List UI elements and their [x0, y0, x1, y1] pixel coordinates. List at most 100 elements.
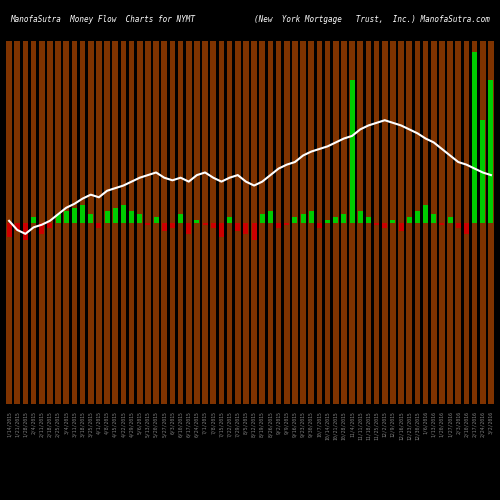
Bar — [218, 40, 224, 405]
Bar — [316, 40, 322, 405]
Bar — [80, 40, 86, 405]
Bar — [480, 120, 485, 222]
Bar — [488, 80, 494, 223]
Bar — [64, 211, 68, 222]
Bar — [464, 40, 469, 405]
Bar — [325, 220, 330, 222]
Bar — [333, 40, 338, 405]
Bar — [488, 40, 494, 405]
Bar — [40, 222, 44, 234]
Bar — [15, 222, 20, 231]
Bar — [350, 80, 354, 223]
Bar — [300, 40, 306, 405]
Bar — [456, 40, 461, 405]
Bar — [268, 40, 274, 405]
Bar — [464, 222, 469, 234]
Bar — [202, 222, 207, 226]
Bar — [39, 40, 44, 405]
Bar — [448, 217, 452, 222]
Bar — [406, 40, 412, 405]
Bar — [202, 40, 208, 405]
Bar — [398, 40, 404, 405]
Bar — [194, 40, 200, 405]
Bar — [112, 40, 118, 405]
Bar — [104, 211, 110, 222]
Bar — [30, 40, 36, 405]
Bar — [252, 222, 256, 240]
Bar — [22, 40, 28, 405]
Bar — [407, 217, 412, 222]
Bar — [382, 40, 388, 405]
Bar — [300, 214, 306, 222]
Bar — [276, 40, 281, 405]
Bar — [162, 40, 167, 405]
Bar — [227, 217, 232, 222]
Bar — [251, 40, 257, 405]
Bar — [64, 40, 69, 405]
Bar — [456, 222, 460, 228]
Bar — [260, 214, 264, 222]
Bar — [374, 40, 380, 405]
Bar — [178, 214, 183, 222]
Bar — [47, 40, 53, 405]
Bar — [390, 40, 396, 405]
Bar — [432, 214, 436, 222]
Bar — [154, 217, 158, 222]
Bar — [440, 222, 444, 226]
Bar — [382, 222, 387, 228]
Bar — [72, 208, 77, 222]
Bar — [121, 206, 126, 222]
Bar — [317, 222, 322, 228]
Bar — [349, 40, 355, 405]
Bar — [88, 214, 93, 222]
Bar — [153, 40, 159, 405]
Bar — [366, 217, 371, 222]
Bar — [358, 211, 362, 222]
Bar — [366, 40, 372, 405]
Bar — [284, 40, 290, 405]
Bar — [431, 40, 436, 405]
Bar — [6, 40, 12, 405]
Bar — [284, 222, 289, 226]
Bar — [422, 40, 428, 405]
Bar — [219, 222, 224, 236]
Bar — [342, 214, 346, 222]
Bar — [260, 40, 265, 405]
Bar — [415, 211, 420, 222]
Text: ManofaSutra  Money Flow  Charts for NYMT: ManofaSutra Money Flow Charts for NYMT — [10, 15, 195, 24]
Bar — [14, 40, 20, 405]
Bar — [235, 40, 240, 405]
Bar — [324, 40, 330, 405]
Bar — [170, 222, 175, 228]
Bar — [423, 206, 428, 222]
Bar — [56, 214, 60, 222]
Bar — [236, 222, 240, 231]
Bar — [211, 222, 216, 228]
Bar — [226, 40, 232, 405]
Bar — [120, 40, 126, 405]
Bar — [414, 40, 420, 405]
Text: (New  York Mortgage   Trust,  Inc.) ManofaSutra.com: (New York Mortgage Trust, Inc.) ManofaSu… — [254, 15, 490, 24]
Bar — [398, 222, 404, 231]
Bar — [244, 222, 248, 234]
Bar — [334, 217, 338, 222]
Bar — [439, 40, 445, 405]
Bar — [170, 40, 175, 405]
Bar — [243, 40, 249, 405]
Bar — [480, 40, 486, 405]
Bar — [6, 222, 12, 236]
Bar — [276, 222, 281, 228]
Bar — [268, 211, 273, 222]
Bar — [138, 214, 142, 222]
Bar — [55, 40, 61, 405]
Bar — [146, 222, 150, 226]
Bar — [96, 40, 102, 405]
Bar — [194, 220, 200, 222]
Bar — [309, 211, 314, 222]
Bar — [472, 40, 478, 405]
Bar — [48, 222, 52, 228]
Bar — [447, 40, 453, 405]
Bar — [31, 217, 36, 222]
Bar — [80, 206, 85, 222]
Bar — [186, 40, 192, 405]
